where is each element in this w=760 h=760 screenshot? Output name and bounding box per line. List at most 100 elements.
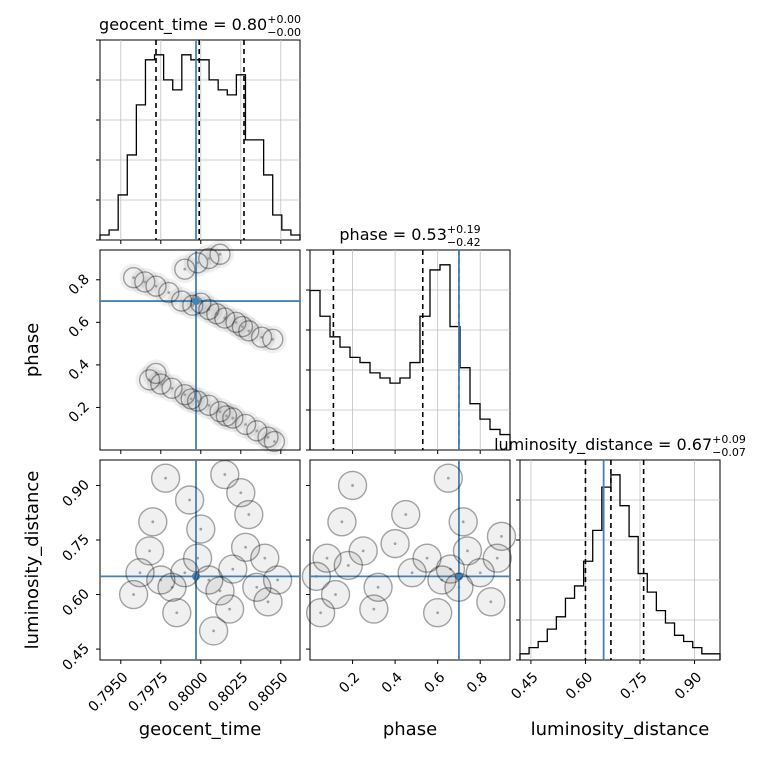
scatter-point — [159, 578, 163, 582]
contours-phase_vs_geocent_time — [122, 243, 286, 453]
scatter-point — [212, 629, 216, 633]
scatter-point — [446, 476, 450, 480]
panel-title-geocent_time: geocent_time = 0.80+0.00 — [99, 13, 301, 35]
contour-segment — [359, 594, 389, 624]
x-tick-label: 0.90 — [672, 669, 705, 702]
panel-2d-phase_vs_geocent_time — [96, 240, 301, 456]
contour-segment — [138, 369, 161, 391]
y-tick-label: 0.6 — [66, 314, 93, 341]
scatter-point — [325, 556, 329, 560]
contour-segment — [305, 598, 336, 628]
scatter-point — [244, 545, 248, 549]
contour-segment — [198, 298, 220, 321]
scatter-point — [410, 571, 414, 575]
contour-segment — [246, 420, 268, 442]
contour-segment — [257, 426, 279, 448]
scatter-point — [266, 435, 270, 439]
scatter-point — [151, 520, 155, 524]
contour-segment — [250, 543, 280, 573]
scatter-point — [148, 549, 152, 553]
contour-segment — [186, 514, 216, 544]
hist-panel-phase — [306, 249, 511, 454]
contours-luminosity_distance_vs_geocent_time — [118, 459, 293, 646]
scatter-point — [234, 320, 238, 324]
contour-segment — [363, 572, 393, 602]
contour-segment — [380, 528, 410, 559]
x-tick-label: 0.4 — [379, 669, 406, 696]
scatter-point — [351, 484, 354, 487]
scatter-point — [500, 534, 503, 538]
scatter-point — [271, 337, 275, 341]
scatter-point — [218, 410, 222, 414]
scatter-point — [231, 567, 235, 571]
contour-segment — [118, 579, 149, 610]
contour-segment — [301, 561, 332, 592]
scatter-point — [183, 393, 187, 397]
scatter-point — [183, 267, 187, 271]
hist-panel-luminosity_distance — [516, 459, 721, 664]
x-tick-label: 0.2 — [336, 669, 363, 696]
contour-segment — [262, 328, 284, 351]
title-upper-error: +0.09 — [712, 433, 746, 446]
title-text: luminosity_distance = 0.67 — [494, 435, 712, 455]
contour-segment — [194, 565, 224, 595]
scatter-point — [346, 564, 350, 567]
scatter-point — [189, 397, 193, 401]
contour-segment — [150, 463, 181, 493]
scatter-point — [276, 578, 279, 582]
scatter-point — [223, 473, 227, 476]
scatter-point — [376, 585, 380, 589]
x-tick-label: 0.45 — [508, 669, 541, 702]
contour-segment — [158, 281, 180, 304]
panel-2d-luminosity_distance_vs_geocent_time — [96, 459, 301, 664]
y-tick-label: 0.90 — [59, 477, 92, 510]
scatter-point — [241, 325, 244, 328]
scatter-point — [199, 527, 203, 531]
scatter-point — [255, 429, 259, 433]
contour-segment — [433, 463, 463, 493]
contour-segment — [170, 290, 193, 312]
x-tick-label: 0.6 — [421, 669, 448, 696]
scatter-point — [154, 284, 158, 288]
contour-segment — [122, 266, 145, 289]
contour-segment — [214, 594, 245, 624]
scatter-point — [148, 378, 152, 382]
title-upper-error: +0.19 — [447, 223, 481, 236]
panel-frame — [99, 459, 301, 661]
scatter-point — [489, 600, 493, 604]
contour-segment — [150, 373, 172, 395]
y-tick-label: 0.75 — [59, 532, 92, 565]
contour-segment — [427, 565, 457, 595]
scatter-point — [196, 261, 200, 265]
panel-frame — [309, 459, 511, 661]
x-axis-label-phase: phase — [383, 719, 437, 740]
scatter-point — [478, 571, 482, 575]
contour-segment — [198, 247, 220, 270]
contour-segment — [435, 554, 466, 584]
contour-segment — [242, 572, 272, 602]
truth-marker — [192, 297, 200, 306]
contour-segment — [412, 543, 442, 573]
contour-segment — [215, 405, 238, 427]
contour-segment — [205, 576, 235, 606]
contour-segment — [190, 292, 212, 314]
contour-segment — [448, 507, 478, 537]
scatter-point — [154, 372, 158, 375]
panel-title-luminosity_distance: luminosity_distance = 0.67+0.09 — [494, 433, 746, 455]
scatter-point — [138, 571, 142, 575]
scatter-point — [218, 589, 222, 593]
scatter-point — [207, 403, 211, 407]
scatter-point — [196, 556, 200, 560]
scatter-point — [228, 607, 232, 611]
scatter-point — [244, 423, 248, 426]
contour-segment — [234, 413, 257, 436]
scatter-point — [225, 414, 228, 418]
contour-segment — [312, 543, 342, 573]
scatter-point — [175, 611, 179, 615]
contour-segment — [170, 558, 200, 588]
contour-segment — [225, 311, 247, 334]
scatter-point — [404, 513, 408, 516]
contour-segment — [482, 543, 512, 573]
contour-segment — [253, 587, 283, 617]
contour-segment — [465, 558, 495, 588]
